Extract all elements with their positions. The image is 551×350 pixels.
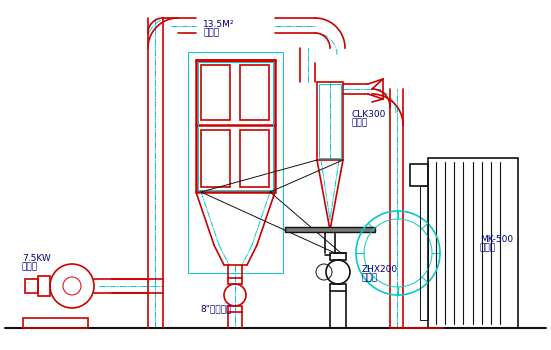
Bar bbox=[198, 62, 273, 190]
Bar bbox=[240, 130, 269, 187]
Bar bbox=[410, 164, 428, 186]
Text: 卸料阀: 卸料阀 bbox=[362, 273, 378, 282]
Bar bbox=[420, 186, 428, 320]
Text: 粉碎机: 粉碎机 bbox=[480, 243, 496, 252]
Bar bbox=[428, 158, 518, 328]
Bar bbox=[188, 52, 283, 273]
Text: 旋风器: 旋风器 bbox=[352, 118, 368, 127]
Bar bbox=[23, 318, 88, 328]
Bar bbox=[330, 284, 346, 291]
Text: 13.5M²: 13.5M² bbox=[203, 20, 235, 29]
Bar bbox=[196, 60, 275, 192]
Bar bbox=[228, 278, 242, 284]
Bar bbox=[228, 306, 242, 312]
Bar bbox=[25, 279, 38, 293]
Text: ZHX200: ZHX200 bbox=[362, 265, 398, 274]
Bar bbox=[319, 84, 341, 158]
Text: CLK300: CLK300 bbox=[352, 110, 386, 119]
Text: 引风机: 引风机 bbox=[22, 262, 38, 271]
Bar bbox=[285, 227, 375, 232]
Bar bbox=[201, 65, 230, 120]
Bar bbox=[317, 82, 343, 160]
Text: MK-500: MK-500 bbox=[480, 235, 513, 244]
Text: 8"手动蝶阀: 8"手动蝶阀 bbox=[200, 304, 231, 313]
Bar bbox=[330, 253, 346, 260]
Text: 7.5KW: 7.5KW bbox=[22, 254, 51, 263]
Bar bbox=[240, 65, 269, 120]
Bar bbox=[38, 276, 50, 296]
Bar bbox=[201, 130, 230, 187]
Text: 除尘器: 除尘器 bbox=[203, 28, 219, 37]
